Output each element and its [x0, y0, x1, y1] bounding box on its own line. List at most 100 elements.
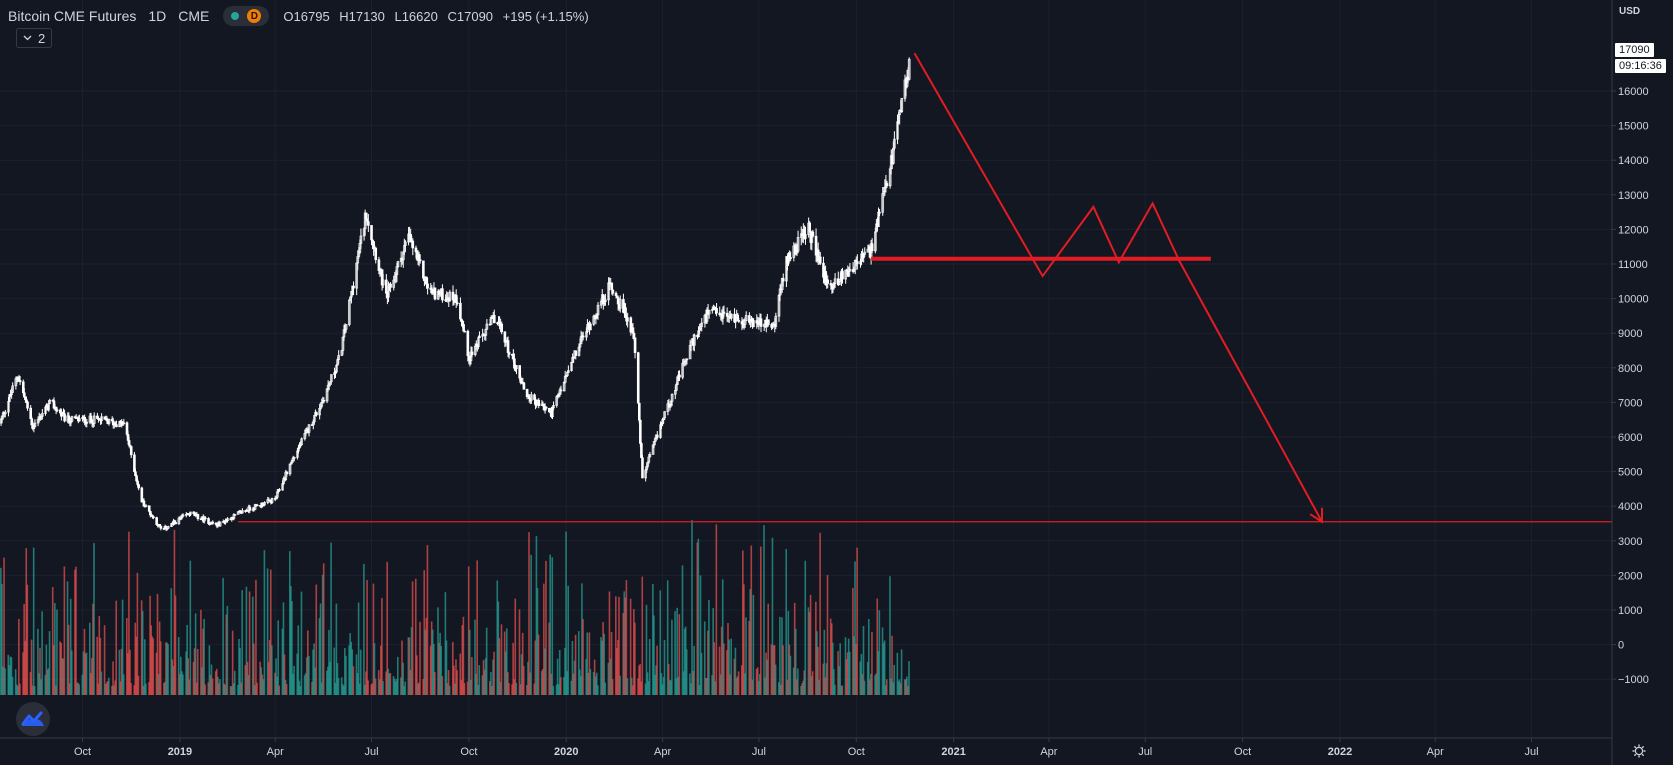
volume-bar [876, 598, 879, 695]
timeframe[interactable]: 1D [148, 8, 167, 24]
candle-body [781, 278, 785, 282]
candle-body [544, 406, 548, 409]
volume-bar [93, 542, 95, 695]
volume-bar [328, 629, 330, 695]
volume-bar [299, 686, 302, 695]
volume-bar [112, 661, 114, 695]
volume-bar [518, 609, 521, 695]
volume-bar [115, 600, 118, 695]
volume-bar [179, 656, 182, 695]
volume-bar [844, 637, 847, 695]
delayed-data-badge: D [247, 9, 262, 23]
volume-bar [645, 604, 648, 695]
volume-bar [808, 611, 811, 695]
volume-bar [268, 640, 271, 695]
volume-bar [767, 603, 770, 695]
candle-body [344, 324, 348, 330]
candle-body [374, 247, 378, 261]
volume-bar [202, 628, 204, 695]
volume-bar [129, 649, 131, 695]
volume-bar [712, 608, 714, 695]
volume-bar [452, 641, 454, 695]
volume-bar [807, 607, 810, 695]
volume-bar [670, 680, 672, 695]
volume-bar [839, 643, 841, 695]
volume-bar [209, 674, 212, 695]
volume-bar [358, 683, 361, 695]
volume-bar [497, 601, 500, 695]
volume-bar [685, 649, 688, 695]
volume-bar [159, 641, 162, 695]
volume-bar [624, 597, 627, 695]
volume-bar [662, 676, 665, 695]
currency-label[interactable]: USD [1617, 6, 1643, 17]
volume-bar [255, 579, 257, 695]
tradingview-logo-icon[interactable] [16, 702, 50, 736]
volume-bar [304, 673, 307, 695]
volume-bar [811, 671, 814, 695]
volume-bar [47, 668, 50, 695]
candle-body [11, 385, 15, 393]
volume-bar [555, 684, 558, 695]
volume-bar [905, 679, 907, 695]
volume-bar [722, 643, 725, 695]
volume-bar [878, 610, 881, 695]
volume-bar [728, 639, 730, 695]
volume-bar [604, 682, 607, 695]
volume-bar [329, 661, 331, 695]
volume-bar [840, 685, 843, 695]
candle-body [3, 411, 7, 415]
volume-bar [819, 532, 821, 695]
volume-bar [803, 670, 806, 695]
volume-bar [459, 653, 462, 695]
indicators-collapse-button[interactable]: 2 [16, 28, 53, 48]
volume-bar [466, 681, 469, 695]
volume-bar [141, 610, 144, 695]
volume-bar [511, 684, 513, 695]
volume-bar [711, 675, 713, 695]
settings-gear-icon[interactable] [1632, 744, 1646, 758]
volume-bar [113, 685, 115, 695]
candle-body [774, 315, 778, 327]
volume-bar [700, 652, 703, 695]
last-price-label: 17090 [1615, 43, 1654, 57]
volume-bar [135, 636, 138, 695]
volume-bar [341, 684, 344, 695]
volume-bar [381, 598, 383, 695]
volume-bar [429, 645, 432, 695]
volume-bar [714, 681, 717, 695]
volume-bar [549, 554, 551, 695]
candle-body [196, 513, 200, 520]
volume-bar [522, 666, 525, 695]
market-status[interactable]: D [223, 6, 270, 26]
volume-bar [802, 680, 804, 695]
volume-bar [736, 676, 739, 695]
volume-bar [226, 605, 229, 695]
volume-bar [269, 569, 272, 695]
volume-bar [668, 679, 671, 695]
volume-bar [742, 550, 744, 695]
volume-bar [3, 557, 5, 695]
candle-body [848, 269, 852, 272]
volume-bar [19, 683, 21, 695]
volume-bar [158, 621, 161, 695]
volume-bar [150, 625, 152, 695]
volume-bar [530, 554, 532, 695]
volume-bar [223, 683, 225, 695]
volume-bar [55, 685, 57, 695]
candle-body [648, 454, 652, 458]
symbol-name[interactable]: Bitcoin CME Futures [8, 8, 137, 24]
volume-bar [26, 584, 29, 695]
volume-bar [580, 676, 582, 695]
volume-bar [240, 682, 242, 695]
volume-bar [337, 678, 340, 695]
volume-bar [589, 669, 592, 695]
volume-bar [0, 567, 2, 695]
volume-bar [848, 651, 851, 695]
volume-bar [475, 673, 477, 695]
volume-bar [692, 670, 694, 695]
volume-bar [167, 644, 169, 695]
volume-bar [552, 686, 555, 695]
volume-bar [7, 654, 10, 695]
